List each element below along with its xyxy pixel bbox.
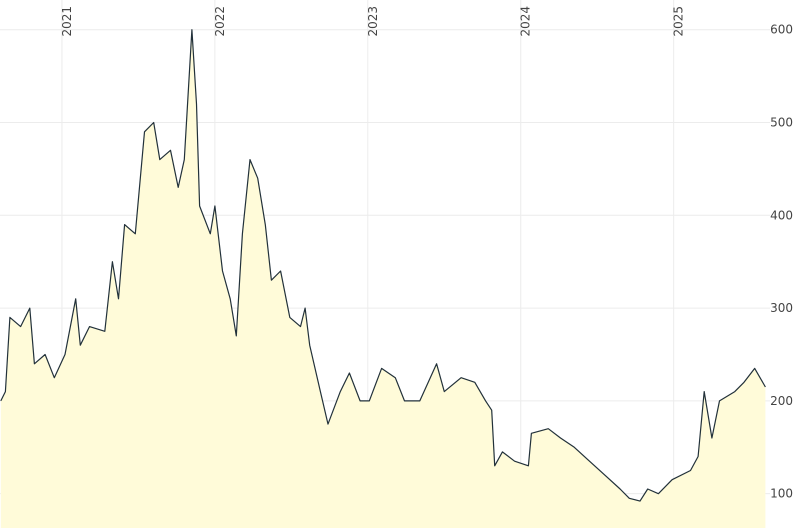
x-tick-label: 2025 [672, 6, 686, 37]
x-tick-label: 2024 [519, 6, 533, 37]
y-tick-label: 200 [770, 394, 793, 408]
x-tick-label: 2023 [366, 6, 380, 37]
price-line [0, 29, 766, 502]
y-tick-label: 600 [770, 23, 793, 37]
area-fill [0, 29, 766, 528]
y-tick-label: 300 [770, 301, 793, 315]
y-tick-label: 400 [770, 208, 793, 222]
x-tick-label: 2022 [213, 6, 227, 37]
x-tick-label: 2021 [60, 6, 74, 37]
y-tick-label: 100 [770, 487, 793, 501]
y-tick-label: 500 [770, 115, 793, 129]
